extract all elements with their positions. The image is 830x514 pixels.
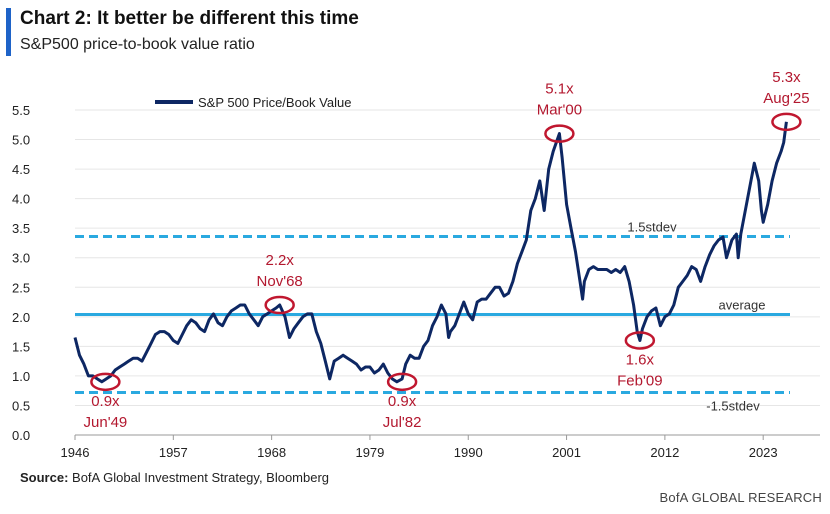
- series-line: [73, 121, 788, 384]
- source-note: Source: BofA Global Investment Strategy,…: [20, 470, 329, 485]
- y-tick-label: 2.0: [12, 310, 30, 325]
- legend: S&P 500 Price/Book Value: [155, 95, 351, 110]
- x-tick-label: 1957: [159, 445, 188, 460]
- annotation-value: 2.2x: [265, 252, 294, 269]
- y-tick-label: 2.5: [12, 280, 30, 295]
- annotation-date: Jun'49: [84, 414, 128, 431]
- reference-line-label: 1.5stdev: [627, 219, 677, 234]
- reference-line-label: -1.5stdev: [706, 398, 760, 413]
- annotation-value: 1.6x: [626, 351, 655, 368]
- annotation-value: 0.9x: [91, 393, 120, 410]
- y-tick-label: 4.5: [12, 162, 30, 177]
- y-gridlines: [75, 109, 820, 436]
- legend-label: S&P 500 Price/Book Value: [198, 95, 351, 110]
- y-tick-label: 5.0: [12, 133, 30, 148]
- y-tick-label: 3.0: [12, 251, 30, 266]
- annotation-circle: [90, 372, 121, 392]
- annotation-date: Nov'68: [257, 273, 303, 290]
- chart-title: Chart 2: It better be different this tim…: [20, 8, 359, 29]
- annotation-circle: [264, 295, 295, 315]
- x-tick-label: 2012: [650, 445, 679, 460]
- x-tick-label: 1946: [61, 445, 90, 460]
- y-tick-label: 5.5: [12, 103, 30, 118]
- x-tick-label: 1968: [257, 445, 286, 460]
- x-tick-label: 2023: [749, 445, 778, 460]
- y-tick-label: 1.0: [12, 369, 30, 384]
- annotations: 0.9x Jun'49 2.2x Nov'68 0.9x Jul'82 5.1x Mar'00…: [84, 69, 810, 431]
- x-tick-label: 1990: [454, 445, 483, 460]
- x-tick-label: 1979: [355, 445, 384, 460]
- source-text: BofA Global Investment Strategy, Bloombe…: [72, 470, 330, 485]
- annotation-circle: [544, 124, 575, 143]
- series-layer: [73, 121, 788, 384]
- y-tick-label: 0.0: [12, 428, 30, 443]
- axes: 0.0 0.5 1.0 1.5 2.0 2.5 3.0 3.5 4.0 4.5 5.0 5.5 1946…: [12, 103, 820, 460]
- annotation-date: Feb'09: [617, 372, 662, 389]
- chart-subtitle: S&P500 price-to-book value ratio: [20, 36, 255, 53]
- annotation-date: Mar'00: [537, 102, 582, 119]
- annotation-circle: [386, 372, 418, 392]
- title-accent-bar: [6, 8, 11, 56]
- annotation-value: 5.3x: [772, 69, 801, 86]
- annotation-circle: [771, 112, 802, 132]
- annotation-value: 0.9x: [388, 393, 417, 410]
- footer-brand: BofA GLOBAL RESEARCH: [659, 490, 822, 505]
- y-tick-label: 0.5: [12, 398, 30, 413]
- annotation-date: Jul'82: [383, 414, 422, 431]
- reference-line-label: average: [719, 297, 766, 312]
- reference-lines: 1.5stdev average -1.5stdev: [75, 219, 790, 413]
- x-tick-label: 2001: [552, 445, 581, 460]
- source-label: Source:: [20, 470, 69, 485]
- y-tick-label: 4.0: [12, 192, 30, 207]
- annotation-circle: [624, 331, 656, 350]
- annotation-value: 5.1x: [545, 81, 574, 98]
- annotation-date: Aug'25: [763, 90, 809, 107]
- y-tick-label: 3.5: [12, 221, 30, 236]
- y-tick-label: 1.5: [12, 339, 30, 354]
